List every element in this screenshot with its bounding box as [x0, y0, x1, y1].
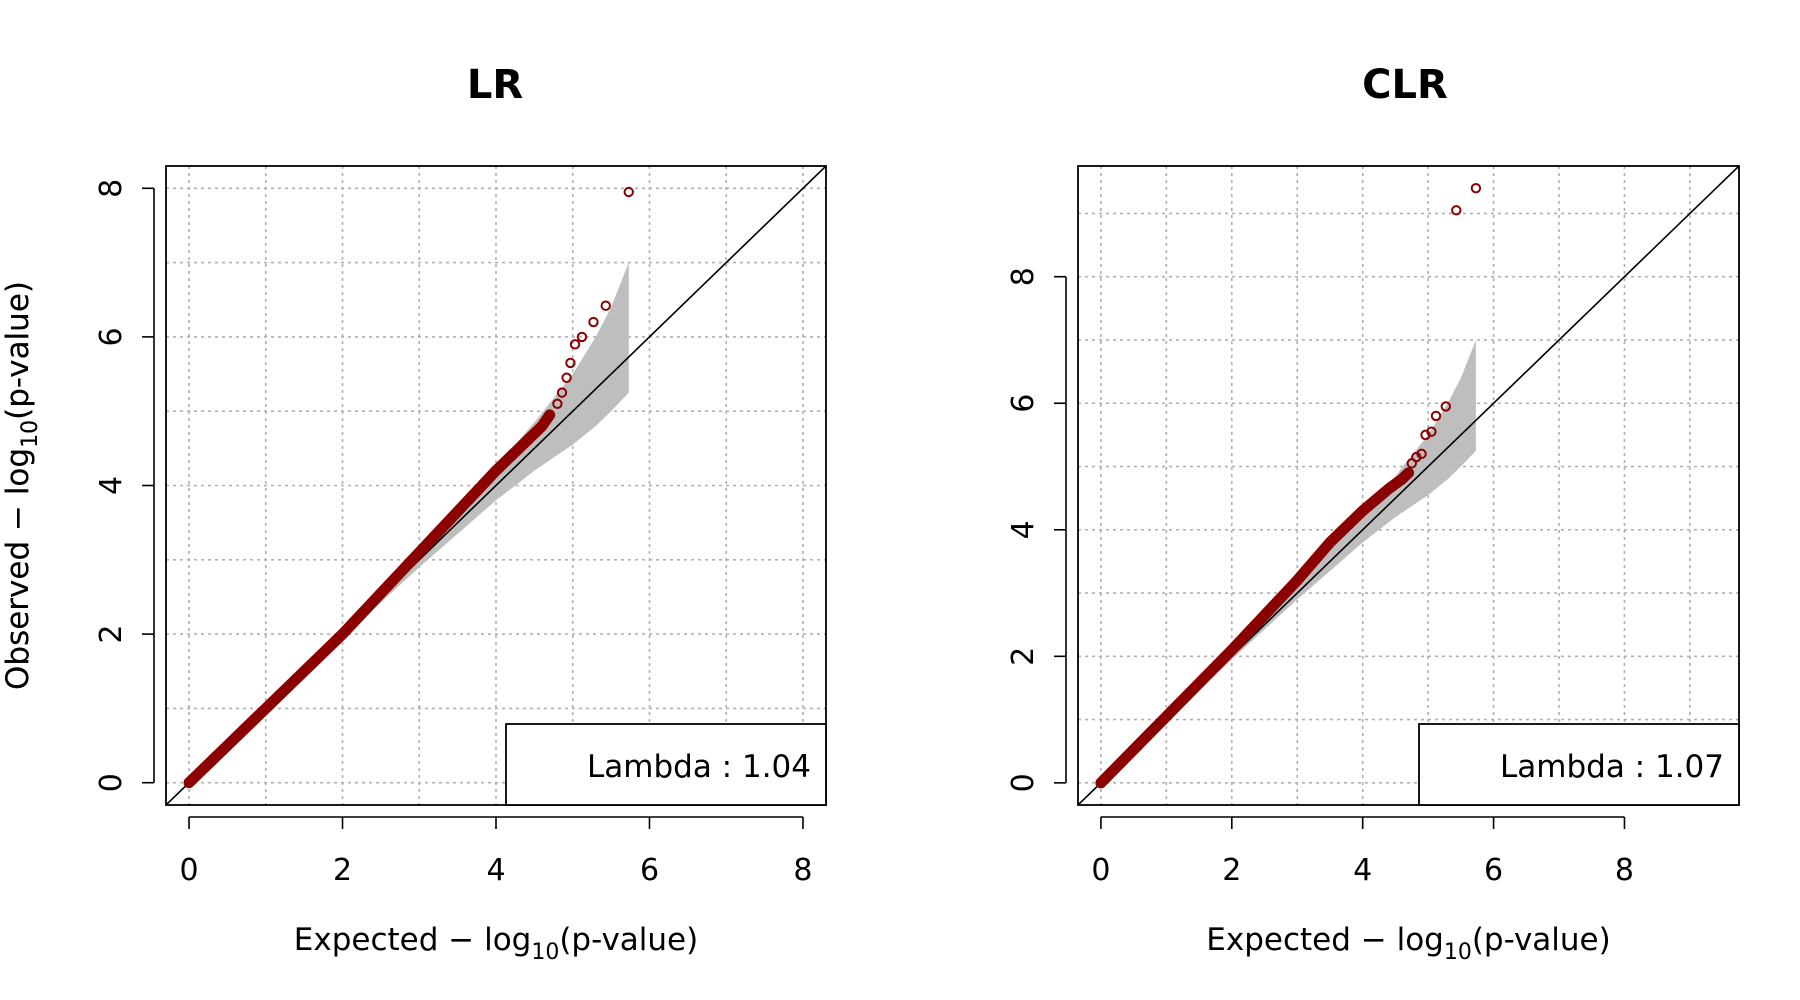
lr-data-point	[588, 316, 599, 328]
lr-chart-title: LR	[467, 62, 523, 108]
lr-data-point	[552, 398, 563, 409]
clr-legend-text: Lambda : 1.07	[1500, 749, 1724, 785]
clr-y-axis-label-subscript: 10	[18, 420, 43, 448]
clr-x-tick-label: 2	[1222, 853, 1241, 888]
clr-y-tick-label: 4	[1006, 520, 1041, 539]
clr-data-point	[1430, 410, 1442, 422]
lr-data-point	[569, 339, 581, 350]
lr-y-tick-label: 2	[94, 625, 129, 644]
lr-plot-area	[166, 166, 826, 805]
clr-data-point	[1470, 182, 1482, 194]
lr-confidence-band	[189, 262, 629, 783]
lr-y-axis-label-subscript: 10	[18, 420, 43, 448]
lr-y-tick-label: 0	[94, 773, 129, 792]
lr-legend: Lambda : 1.04	[505, 723, 827, 806]
clr-legend: Lambda : 1.07	[1418, 723, 1740, 806]
clr-y-tick-label: 0	[1006, 773, 1041, 792]
clr-x-tick-label: 8	[1615, 853, 1634, 888]
lr-x-axis-label-main: Expected − log	[294, 922, 532, 958]
clr-y-tick-label: 2	[1006, 647, 1041, 666]
lr-data-point	[600, 300, 611, 311]
lr-legend-text: Lambda : 1.04	[587, 749, 811, 785]
clr-x-axis-label-subscript: 10	[1444, 940, 1472, 965]
lr-x-axis-label: Expected − log10(p-value)	[294, 922, 698, 965]
clr-plot-border	[1077, 165, 1740, 806]
lr-y-axis-label-main: Observed − log	[0, 448, 36, 690]
clr-legend-box	[1418, 723, 1740, 806]
clr-plot-area	[1078, 166, 1739, 805]
lr-x-axis-label-subscript: 10	[531, 940, 559, 965]
lr-x-tick-label: 2	[333, 853, 352, 888]
lr-y-tick-label: 4	[94, 476, 129, 495]
lr-data-point	[556, 387, 568, 398]
lr-data-point	[576, 331, 588, 343]
clr-x-tick-label: 6	[1484, 853, 1503, 888]
lr-y-axis-label-suffix: (p-value)	[0, 281, 36, 420]
lr-x-tick-label: 4	[486, 853, 505, 888]
clr-confidence-band	[1100, 339, 1476, 783]
clr-data-point	[1416, 448, 1427, 460]
lr-x-tick-label: 0	[179, 853, 198, 888]
lr-y-tick-label: 6	[94, 327, 129, 346]
lr-data-point	[623, 186, 634, 198]
clr-y-axis-label-suffix: (p-value)	[0, 281, 36, 420]
lr-x-tick-label: 8	[793, 853, 812, 888]
clr-x-axis-label: Expected − log10(p-value)	[1206, 922, 1610, 965]
clr-x-tick-label: 0	[1091, 853, 1110, 888]
lr-y-axis-label: Observed − log10(p-value)	[0, 281, 43, 690]
lr-plot-border	[165, 165, 827, 806]
lr-y-axis: 0 2 4 6 8	[94, 179, 155, 792]
clr-y-axis: 0 2 4 6 8	[1006, 267, 1067, 792]
clr-dense-points	[1095, 467, 1414, 789]
lr-dense-points	[183, 409, 556, 789]
clr-data-point	[1440, 401, 1452, 412]
lr-x-axis: 0 2 4 6 8	[179, 816, 813, 888]
lr-x-tick-label: 6	[640, 853, 659, 888]
lr-data-point	[565, 357, 576, 369]
clr-y-axis-label-main: Observed − log	[0, 448, 36, 690]
lr-y-tick-label: 8	[94, 179, 129, 198]
lr-x-axis-label-suffix: (p-value)	[559, 922, 698, 958]
clr-data-point	[1426, 426, 1437, 437]
clr-x-axis: 0 2 4 6 8	[1091, 816, 1634, 888]
clr-x-tick-label: 4	[1353, 853, 1372, 888]
lr-data-point	[561, 372, 572, 383]
lr-grid	[166, 166, 826, 805]
clr-x-axis-label-suffix: (p-value)	[1472, 922, 1611, 958]
clr-y-axis-label: Observed − log10(p-value)	[0, 281, 43, 690]
lr-legend-box	[505, 723, 827, 806]
clr-chart-title: CLR	[1362, 62, 1448, 108]
clr-y-tick-label: 6	[1006, 394, 1041, 413]
clr-x-axis-label-main: Expected − log	[1206, 922, 1444, 958]
clr-y-tick-label: 8	[1006, 267, 1041, 286]
clr-data-point	[1451, 205, 1462, 216]
